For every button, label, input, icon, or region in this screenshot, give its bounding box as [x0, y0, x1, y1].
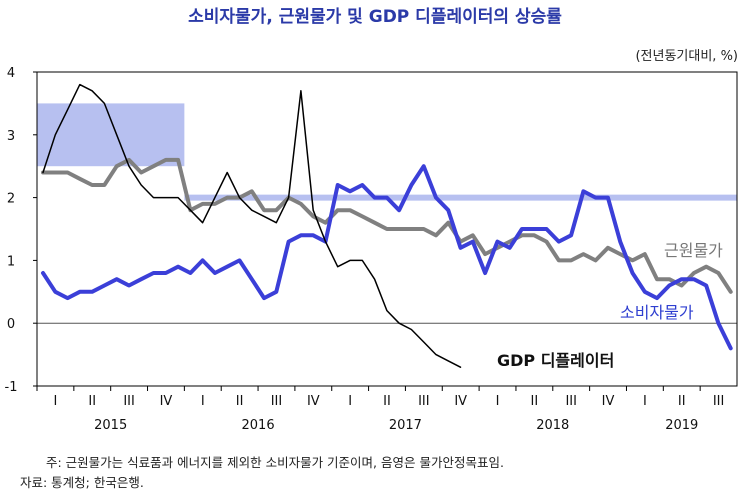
y-tick-label: -1: [5, 380, 18, 395]
unit-label: (전년동기대비, %): [635, 49, 738, 64]
quarter-label: III: [123, 394, 135, 409]
quarter-label: III: [418, 394, 430, 409]
quarter-label: I: [53, 394, 57, 409]
quarter-label: IV: [454, 394, 467, 409]
year-label: 2016: [242, 418, 275, 433]
y-axis: 4 3 2 1 0 -1: [5, 66, 37, 395]
year-label: 2018: [536, 418, 569, 433]
chart-title: 소비자물가, 근원물가 및 GDP 디플레이터의 상승률: [188, 7, 562, 27]
series-lines: [41, 83, 733, 368]
quarter-label: IV: [307, 394, 320, 409]
y-tick-label: 3: [7, 129, 15, 144]
quarter-label: I: [201, 394, 205, 409]
quarter-label: II: [383, 394, 391, 409]
quarter-label: IV: [160, 394, 173, 409]
year-label: 2015: [94, 418, 127, 433]
quarter-label: II: [88, 394, 96, 409]
quarter-label: I: [496, 394, 500, 409]
quarter-label: II: [236, 394, 244, 409]
quarter-label: IV: [602, 394, 615, 409]
quarter-label: II: [531, 394, 539, 409]
footnote: 주: 근원물가는 식료품과 에너지를 제외한 소비자물가 기준이며, 음영은 물…: [46, 455, 504, 470]
y-tick-label: 1: [7, 254, 15, 269]
gdp-deflator-line: [42, 83, 462, 368]
quarter-label: III: [713, 394, 725, 409]
series-label-cpi: 소비자물가: [620, 303, 694, 322]
plot-frame: [36, 71, 738, 387]
year-label: 2019: [665, 418, 698, 433]
source-note: 자료: 통계청; 한국은행.: [20, 475, 144, 490]
quarter-label: I: [643, 394, 647, 409]
cpi-line: [41, 164, 733, 351]
core-inflation-line: [41, 157, 733, 294]
y-tick-label: 2: [7, 192, 15, 207]
x-axis: I II III IV I II III IV I II III IV I II III IV I II III20…: [36, 386, 725, 433]
y-tick-label: 4: [7, 66, 15, 81]
quarter-label: III: [271, 394, 283, 409]
quarter-label: III: [565, 394, 577, 409]
inflation-target-band-2015: [37, 103, 185, 167]
year-label: 2017: [389, 418, 422, 433]
quarter-label: II: [678, 394, 686, 409]
series-label-gdp: GDP 디플레이터: [497, 351, 614, 370]
quarter-label: I: [348, 394, 352, 409]
series-label-core: 근원물가: [664, 241, 723, 260]
y-tick-label: 0: [7, 317, 15, 332]
